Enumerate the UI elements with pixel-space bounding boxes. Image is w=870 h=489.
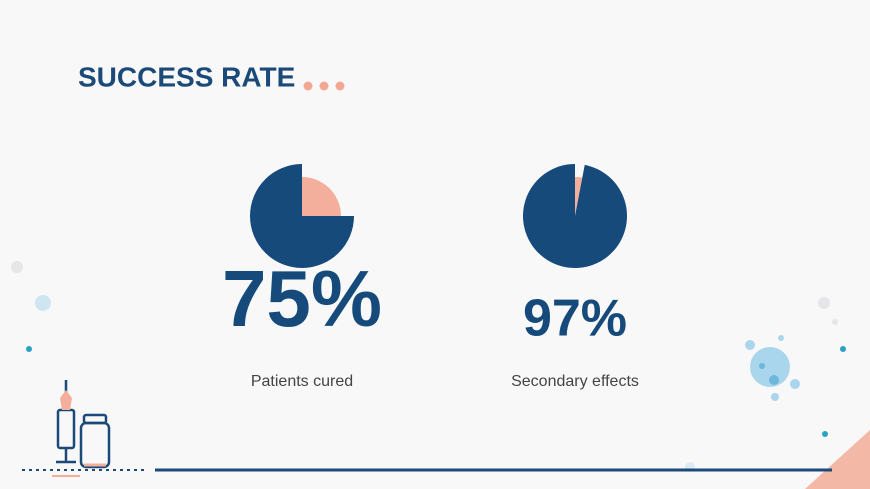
pie-slice <box>575 177 583 216</box>
category-label: Secondary effects <box>511 373 639 390</box>
value-label: 97% <box>523 290 627 348</box>
pie-slice <box>250 164 354 268</box>
slide-title: SUCCESS RATE <box>78 61 295 92</box>
pie-slice <box>302 177 341 216</box>
category-label: Patients cured <box>251 373 353 390</box>
pie-slice <box>523 164 627 268</box>
value-label: 75% <box>222 254 382 343</box>
decoration <box>11 261 870 489</box>
title-dots <box>303 81 345 91</box>
